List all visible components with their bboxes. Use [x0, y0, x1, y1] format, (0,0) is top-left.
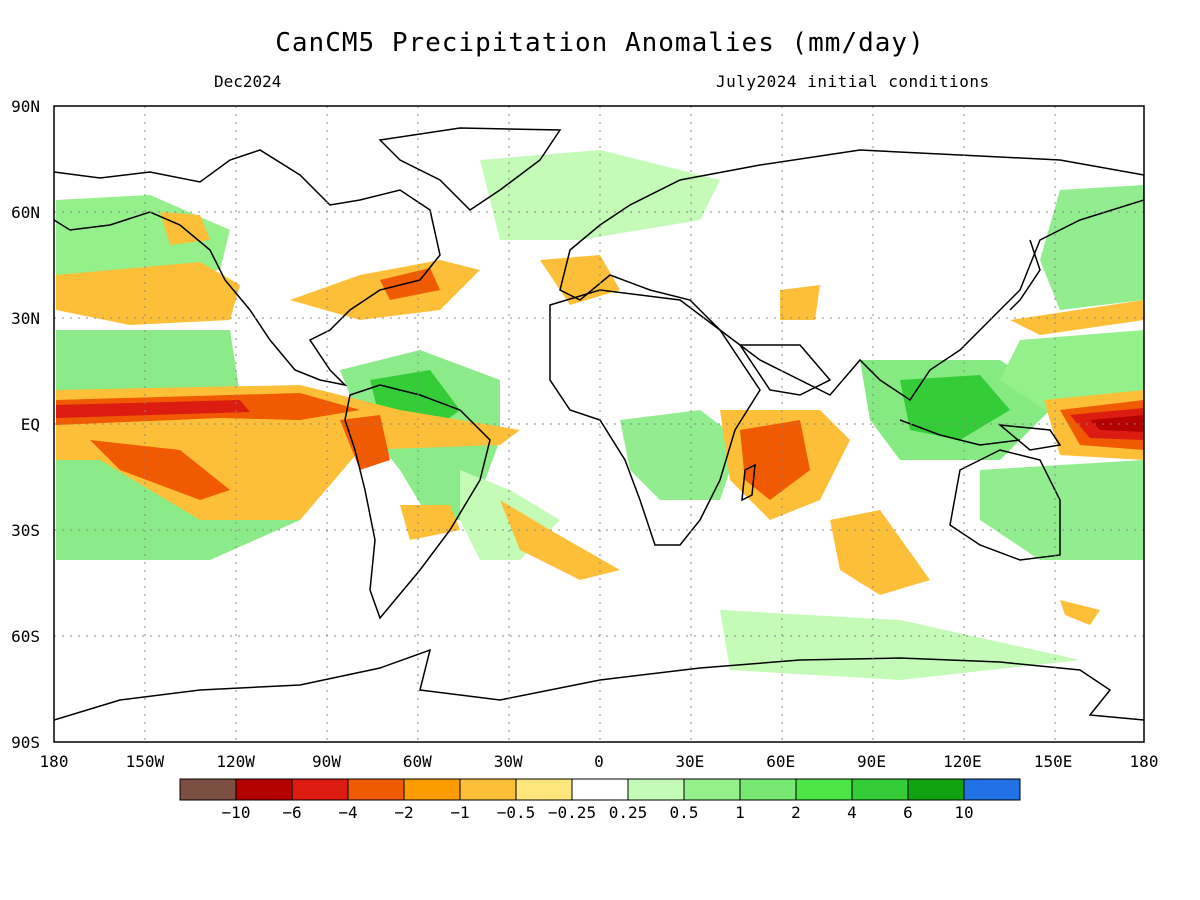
legend-swatch [627, 778, 685, 801]
legend-label: 0.5 [670, 803, 699, 822]
legend-swatch [683, 778, 741, 801]
legend-swatch [291, 778, 349, 801]
latitude-tick-label: 60S [11, 627, 40, 646]
legend-swatch [739, 778, 797, 801]
longitude-tick-label: 0 [594, 752, 604, 771]
legend-swatch [347, 778, 405, 801]
latitude-tick-label: 90N [11, 97, 40, 116]
legend-swatch [179, 778, 237, 801]
longitude-tick-label: 180 [40, 752, 69, 771]
legend-swatch [795, 778, 853, 801]
dry-anomaly-extreme [1090, 415, 1144, 432]
color-legend: −10 −6 −4 −2 −1 −0.5 −0.25 0.25 0.5 1 2 4 6 10 [179, 778, 1021, 822]
legend-swatch [515, 778, 573, 801]
latitude-labels: 90N 60N 30N EQ 30S 60S 90S [11, 97, 40, 752]
latitude-tick-label: EQ [21, 415, 40, 434]
legend-label: 1 [735, 803, 745, 822]
legend-swatch [403, 778, 461, 801]
longitude-tick-label: 120W [216, 752, 255, 771]
longitude-tick-label: 180 [1130, 752, 1159, 771]
legend-label: −0.25 [548, 803, 596, 822]
longitude-tick-label: 90W [312, 752, 341, 771]
legend-label: 10 [954, 803, 973, 822]
longitude-tick-label: 60W [403, 752, 432, 771]
latitude-tick-label: 30N [11, 309, 40, 328]
legend-label: −0.5 [497, 803, 536, 822]
longitude-tick-label: 150E [1034, 752, 1073, 771]
map-frame [53, 105, 1145, 743]
legend-swatch [907, 778, 965, 801]
latitude-tick-label: 30S [11, 521, 40, 540]
anomaly-field [54, 106, 1144, 742]
legend-label: 6 [903, 803, 913, 822]
latitude-tick-label: 60N [11, 203, 40, 222]
legend-label: −4 [338, 803, 357, 822]
longitude-tick-label: 90E [857, 752, 886, 771]
legend-label: 4 [847, 803, 857, 822]
longitude-tick-label: 30W [494, 752, 523, 771]
longitude-tick-label: 30E [675, 752, 704, 771]
legend-label: −6 [282, 803, 301, 822]
legend-label: 2 [791, 803, 801, 822]
map-title: CanCM5 Precipitation Anomalies (mm/day) [275, 28, 925, 58]
initial-conditions-label: July2024 initial conditions [716, 72, 990, 91]
longitude-tick-label: 60E [766, 752, 795, 771]
legend-swatch [235, 778, 293, 801]
longitude-labels: 180 150W 120W 90W 60W 30W 0 30E 60E 90E 120E 150E 18… [40, 752, 1159, 771]
legend-label: −2 [394, 803, 413, 822]
legend-label: 0.25 [609, 803, 648, 822]
legend-label: −1 [450, 803, 469, 822]
legend-swatch [571, 778, 629, 801]
coastlines [54, 127, 1144, 721]
legend-label: −10 [222, 803, 251, 822]
legend-swatch [963, 778, 1021, 801]
latitude-tick-label: 90S [11, 733, 40, 752]
map-grid [54, 106, 1144, 742]
longitude-tick-label: 120E [943, 752, 982, 771]
legend-swatch [459, 778, 517, 801]
valid-month-label: Dec2024 [214, 72, 282, 91]
longitude-tick-label: 150W [126, 752, 165, 771]
legend-swatch [851, 778, 909, 801]
